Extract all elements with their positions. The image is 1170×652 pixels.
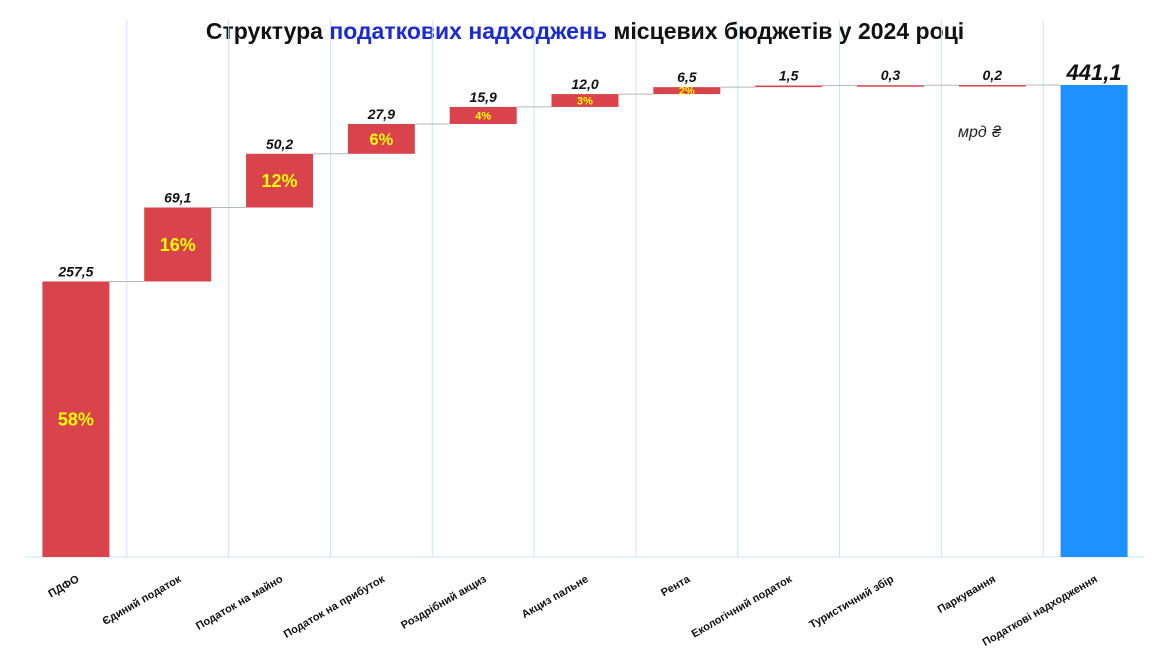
percent-label: 58% bbox=[58, 410, 94, 430]
category-label: Рента bbox=[659, 573, 693, 599]
title-part-1: Структура bbox=[205, 18, 330, 44]
bar-8 bbox=[755, 85, 823, 88]
value-label: 1,5 bbox=[779, 68, 799, 84]
category-label: Екологічний податок bbox=[690, 573, 795, 641]
chart-title: Структура податкових надходжень місцевих… bbox=[0, 18, 1170, 45]
bar-11 bbox=[1060, 85, 1128, 557]
bar-10 bbox=[958, 85, 1026, 87]
value-label: 69,1 bbox=[164, 190, 191, 206]
value-label: 0,2 bbox=[983, 67, 1003, 83]
category-label: Податкові надходження bbox=[981, 573, 1100, 649]
bar-5 bbox=[449, 106, 517, 124]
percent-label: 12% bbox=[262, 171, 298, 191]
value-label: 50,2 bbox=[266, 136, 293, 152]
percent-label: 3% bbox=[577, 95, 593, 107]
percent-label: 2% bbox=[679, 86, 695, 98]
value-label: 6,5 bbox=[677, 69, 697, 85]
value-label: 27,9 bbox=[367, 106, 395, 122]
bar-1 bbox=[42, 281, 110, 557]
percent-label: 6% bbox=[370, 131, 394, 149]
category-label: Акциз пальне bbox=[520, 573, 591, 621]
category-label: Роздрібний акциз bbox=[399, 573, 489, 632]
category-label: Туристичний збір bbox=[807, 573, 896, 631]
category-label: Податок на прибуток bbox=[282, 573, 388, 641]
bar-2 bbox=[144, 207, 212, 282]
category-label: Єдиний податок bbox=[101, 573, 184, 628]
category-label: Податок на майно bbox=[194, 573, 285, 633]
bar-7 bbox=[653, 87, 721, 95]
bar-9 bbox=[856, 85, 924, 87]
percent-label: 16% bbox=[160, 235, 196, 255]
value-label: 15,9 bbox=[470, 89, 497, 105]
bar-3 bbox=[246, 153, 314, 208]
title-highlight: податкових надходжень bbox=[329, 18, 607, 44]
value-label: 0,3 bbox=[881, 67, 901, 83]
bar-4 bbox=[347, 123, 415, 154]
bar-6 bbox=[551, 94, 619, 107]
value-label: 257,5 bbox=[57, 263, 93, 279]
category-label: ПДФО bbox=[46, 573, 81, 600]
category-label: Паркування bbox=[936, 573, 998, 616]
value-label: 12,0 bbox=[571, 76, 598, 92]
value-label: 441,1 bbox=[1066, 60, 1122, 85]
percent-label: 4% bbox=[475, 110, 491, 122]
title-part-3: місцевих бюджетів у 2024 році bbox=[607, 18, 965, 44]
unit-label: мрд ₴ bbox=[958, 124, 1002, 141]
